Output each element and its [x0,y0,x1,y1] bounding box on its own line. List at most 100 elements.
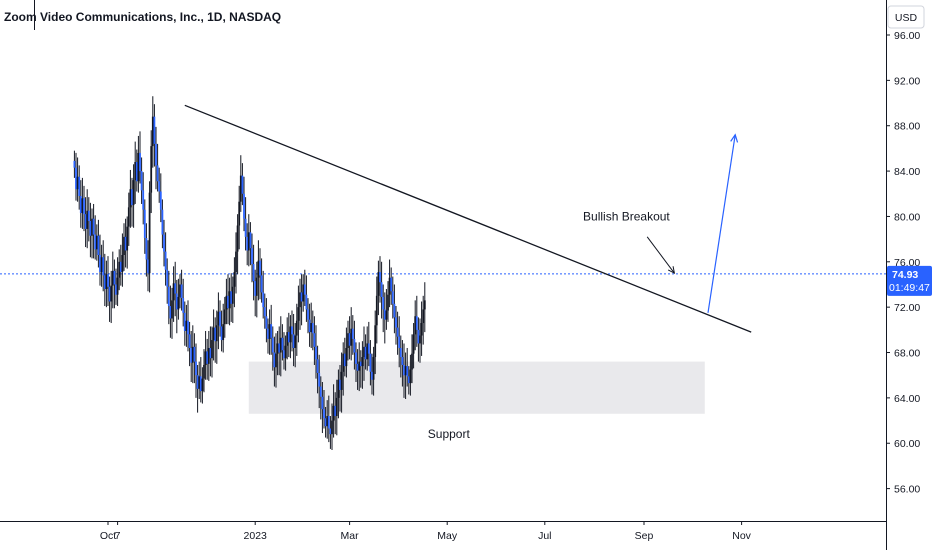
y-tick-label: 84.00 [894,166,920,178]
candle-body [327,416,330,429]
candle [351,315,354,355]
candle [343,337,346,377]
candle [238,185,241,250]
candle-body [356,363,359,371]
candle [303,269,306,307]
candle-body [318,372,321,387]
candle [302,274,305,312]
candle [271,326,274,371]
candle-body [332,405,335,421]
candle-body [364,346,367,360]
currency-button[interactable]: USD [887,5,925,29]
candle-body [86,210,89,229]
candle [244,197,247,251]
price-axis[interactable]: 96.00 92.00 88.00 84.00 80.00 76.00 72.00 68.00… [886,30,920,496]
projection-arrow[interactable] [707,133,739,313]
candle [193,333,196,384]
candle [377,260,380,316]
candle-body [124,236,127,251]
candle-body [366,343,369,360]
support-zone [248,361,705,414]
candle-body [236,225,239,252]
candle [79,180,82,228]
candle [279,316,282,377]
candle-body [76,176,79,190]
candle-body [403,364,405,376]
candle-body [315,346,317,360]
candle [403,343,405,398]
candle [206,338,209,380]
currency-label: USD [895,12,918,24]
candle-body [187,320,189,335]
chart-title: Zoom Video Communications, Inc., 1D, NAS… [4,10,281,24]
candle-body [358,361,361,371]
candle [278,326,281,376]
candle-body [153,116,156,144]
candle-body [73,160,76,168]
candle [307,298,309,334]
y-tick-label: 72.00 [894,302,920,314]
candle [409,354,412,396]
candle-body [379,272,381,283]
candle [201,367,204,404]
candle-body [396,327,399,337]
candle-body [316,359,319,373]
candle-body [177,296,180,310]
x-tick-label: Mar [341,530,360,542]
candle-body [303,284,306,295]
candle-body [164,251,167,270]
candle-body [79,196,82,214]
candle-body [243,193,245,219]
candle [95,224,98,261]
candle-body [260,275,263,293]
annotation-bullish-breakout[interactable]: Bullish Breakout [583,209,670,223]
candle-body [206,351,209,364]
candle-body [167,286,170,307]
x-tick-label: Sep [635,530,654,542]
candle [361,341,364,389]
candle [259,248,261,300]
candle [241,163,244,206]
annotation-support[interactable]: Support [428,427,471,441]
candle [113,259,116,309]
candle-body [420,323,423,336]
candle [148,181,151,293]
candle-body [163,234,165,252]
candle-body [230,291,233,304]
candle-body [223,309,226,325]
candle-body [150,146,153,193]
y-tick-label: 64.00 [894,393,920,405]
candle [92,203,95,259]
candle-body [321,396,324,410]
candle [211,326,213,378]
candle [203,349,205,393]
candle-body [313,333,316,347]
candle-body [411,353,413,370]
candle-body [219,311,221,327]
candle [401,340,404,387]
candle-body [307,309,309,320]
candle [252,244,255,301]
candle-body [291,326,293,335]
candle-body [382,296,385,310]
x-tick-label: 7 [115,530,121,542]
candle [215,310,218,364]
candle-body [193,346,196,362]
candle-body [198,376,201,389]
candle-body [297,307,300,321]
candle [292,313,295,367]
candle-body [190,347,193,363]
candle [396,311,399,355]
candle [327,395,330,443]
candle-body [118,261,121,278]
candle [145,223,148,277]
candle [385,289,388,330]
breakout-pointer[interactable] [646,236,676,275]
candle-body [415,316,418,330]
candle-body [129,189,132,208]
candle-body [337,379,340,398]
descending-trendline[interactable] [184,104,752,333]
candle-body [340,371,343,390]
